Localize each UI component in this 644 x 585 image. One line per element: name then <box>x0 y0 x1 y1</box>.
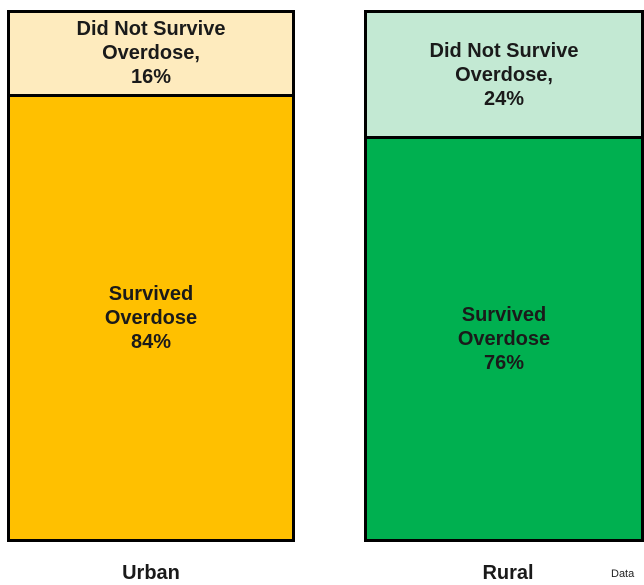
segment-label: Did Not Survive Overdose, 16% <box>66 17 236 89</box>
bar-segment: Did Not Survive Overdose, 24% <box>364 10 644 140</box>
segment-label: Did Not Survive Overdose, 24% <box>419 39 589 111</box>
category-label: Rural <box>482 562 534 584</box>
value-label: 84% <box>130 330 172 353</box>
value-label: 16% <box>130 66 172 89</box>
source-note: Data <box>611 568 635 580</box>
series-name: Did Not Survive Overdose, <box>429 39 579 86</box>
segment-label: Survived Overdose 84% <box>66 282 236 354</box>
value-label: 24% <box>483 87 525 110</box>
series-name: Survived Overdose <box>104 282 198 329</box>
category-label: Urban <box>122 562 180 584</box>
bar-segment: Survived Overdose 76% <box>364 136 644 542</box>
series-name: Survived Overdose <box>457 304 551 351</box>
value-label: 76% <box>483 352 525 375</box>
bar-segment: Did Not Survive Overdose, 16% <box>7 10 295 97</box>
segment-label: Survived Overdose 76% <box>419 303 589 375</box>
bar-segment: Survived Overdose 84% <box>7 93 295 542</box>
series-name: Did Not Survive Overdose, <box>76 18 226 65</box>
